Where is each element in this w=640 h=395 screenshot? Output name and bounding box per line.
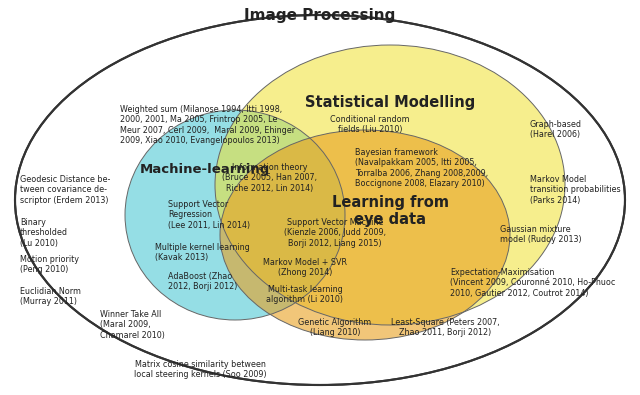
Text: Motion priority
(Peng 2010): Motion priority (Peng 2010) [20, 255, 79, 275]
Text: Support Vector
Regression
(Lee 2011, Lin 2014): Support Vector Regression (Lee 2011, Lin… [168, 200, 250, 230]
Ellipse shape [15, 15, 625, 385]
Text: Markov Model + SVR
(Zhong 2014): Markov Model + SVR (Zhong 2014) [263, 258, 347, 277]
Text: Euclidian Norm
(Murray 2011): Euclidian Norm (Murray 2011) [20, 287, 81, 307]
Ellipse shape [125, 110, 345, 320]
Text: Winner Take All
(Maral 2009,
Chamarel 2010): Winner Take All (Maral 2009, Chamarel 20… [100, 310, 165, 340]
Text: Image Processing: Image Processing [244, 8, 396, 23]
Text: Machine-learning: Machine-learning [140, 163, 270, 176]
Text: Markov Model
transition probabilities
(Parks 2014): Markov Model transition probabilities (P… [530, 175, 621, 205]
Text: Multiple kernel learning
(Kavak 2013): Multiple kernel learning (Kavak 2013) [155, 243, 250, 262]
Text: Support Vector Machine
(Kienzle 2006, Judd 2009,
Borji 2012, Liang 2015): Support Vector Machine (Kienzle 2006, Ju… [284, 218, 386, 248]
Text: Information theory
(Bruce 2005, Han 2007,
Riche 2012, Lin 2014): Information theory (Bruce 2005, Han 2007… [223, 163, 317, 193]
Text: Geodesic Distance be-
tween covariance de-
scriptor (Erdem 2013): Geodesic Distance be- tween covariance d… [20, 175, 110, 205]
Text: Matrix cosine similarity between
local steering kernels (Soo 2009): Matrix cosine similarity between local s… [134, 360, 266, 380]
Text: Genetic Algorithm
(Liang 2010): Genetic Algorithm (Liang 2010) [298, 318, 372, 337]
Text: Statistical Modelling: Statistical Modelling [305, 95, 475, 110]
Text: Weighted sum (Milanose 1994, Itti 1998,
2000, 2001, Ma 2005, Frintrop 2005, Le
M: Weighted sum (Milanose 1994, Itti 1998, … [120, 105, 295, 145]
Text: AdaBoost (Zhao
2012, Borji 2012): AdaBoost (Zhao 2012, Borji 2012) [168, 272, 237, 292]
Text: Expectation-Maximisation
(Vincent 2009, Couronné 2010, Ho-Phuoc
2010, Gautier 20: Expectation-Maximisation (Vincent 2009, … [450, 268, 616, 298]
Text: Learning from
eye data: Learning from eye data [332, 195, 449, 228]
Ellipse shape [220, 130, 510, 340]
Text: Binary
thresholded
(Lu 2010): Binary thresholded (Lu 2010) [20, 218, 68, 248]
Text: Gaussian mixture
model (Rudoy 2013): Gaussian mixture model (Rudoy 2013) [500, 225, 582, 245]
Text: Bayesian framework
(Navalpakkam 2005, Itti 2005,
Torralba 2006, Zhang 2008,2009,: Bayesian framework (Navalpakkam 2005, It… [355, 148, 488, 188]
Text: Multi-task learning
algorithm (Li 2010): Multi-task learning algorithm (Li 2010) [266, 285, 344, 305]
Text: Least-Square (Peters 2007,
Zhao 2011, Borji 2012): Least-Square (Peters 2007, Zhao 2011, Bo… [390, 318, 499, 337]
Text: Conditional random
fields (Liu 2010): Conditional random fields (Liu 2010) [330, 115, 410, 134]
Text: Graph-based
(Harel 2006): Graph-based (Harel 2006) [530, 120, 582, 139]
Ellipse shape [215, 45, 565, 325]
